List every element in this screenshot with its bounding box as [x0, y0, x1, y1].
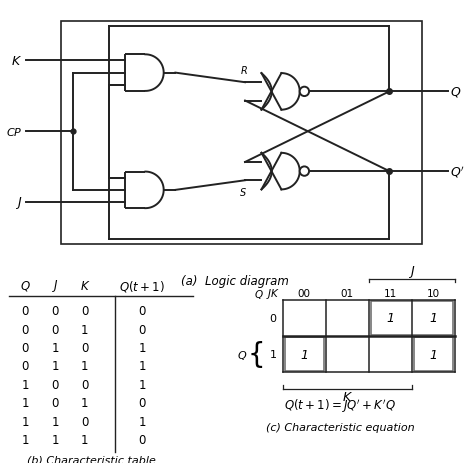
Text: $K$: $K$ [11, 55, 22, 68]
Text: 10: 10 [427, 288, 440, 299]
Text: $J$: $J$ [408, 264, 416, 280]
Text: 1: 1 [429, 312, 437, 325]
Text: (a)  Logic diagram: (a) Logic diagram [181, 275, 288, 288]
Text: 1: 1 [22, 433, 29, 446]
Bar [285, 338, 324, 371]
Text: $Q(t+1)$: $Q(t+1)$ [119, 278, 165, 293]
Text: 1: 1 [22, 396, 29, 409]
Text: 11: 11 [384, 288, 397, 299]
Bar [414, 338, 453, 371]
Text: $Q$: $Q$ [254, 287, 264, 300]
Bar [61, 22, 422, 244]
Text: 1: 1 [81, 433, 89, 446]
Text: 0: 0 [22, 360, 29, 373]
Text: $JK$: $JK$ [266, 287, 280, 300]
Text: (c) Characteristic equation: (c) Characteristic equation [266, 422, 415, 432]
Text: $K$: $K$ [80, 279, 90, 292]
Text: $Q'$: $Q'$ [450, 164, 465, 180]
Text: {: { [248, 340, 265, 369]
Text: 1: 1 [429, 348, 437, 361]
Text: 0: 0 [81, 378, 89, 391]
Text: 0: 0 [81, 305, 89, 318]
Text: $CP$: $CP$ [6, 126, 22, 138]
Text: $Q$: $Q$ [237, 348, 247, 361]
Text: $J$: $J$ [15, 194, 22, 211]
Text: 1: 1 [138, 378, 146, 391]
Text: $Q$: $Q$ [450, 85, 461, 99]
Text: 0: 0 [22, 341, 29, 354]
Text: 1: 1 [22, 415, 29, 428]
Text: 1: 1 [81, 360, 89, 373]
Text: 1: 1 [81, 396, 89, 409]
Text: $Q$: $Q$ [20, 279, 30, 293]
Text: 1: 1 [138, 341, 146, 354]
Text: 0: 0 [22, 323, 29, 336]
Text: 0: 0 [51, 378, 59, 391]
Text: 1: 1 [386, 312, 394, 325]
Circle shape [300, 167, 309, 176]
Text: 1: 1 [138, 415, 146, 428]
Text: 00: 00 [298, 288, 311, 299]
Text: 1: 1 [51, 341, 59, 354]
Text: 0: 0 [22, 305, 29, 318]
Text: 0: 0 [81, 341, 89, 354]
Bar [371, 301, 453, 335]
Text: 0: 0 [81, 415, 89, 428]
Text: 0: 0 [138, 433, 146, 446]
Text: 0: 0 [138, 305, 146, 318]
Text: 1: 1 [270, 350, 277, 359]
Text: 0: 0 [138, 323, 146, 336]
Text: 0: 0 [51, 305, 59, 318]
Text: $K$: $K$ [342, 390, 353, 403]
Text: 1: 1 [51, 415, 59, 428]
Text: 1: 1 [81, 323, 89, 336]
Text: 1: 1 [51, 360, 59, 373]
Circle shape [300, 88, 309, 97]
Text: 1: 1 [138, 360, 146, 373]
Text: 1: 1 [300, 348, 308, 361]
Text: 0: 0 [51, 396, 59, 409]
Text: 0: 0 [270, 313, 277, 323]
Text: $Q(t+1) = JQ' + K'Q$: $Q(t+1) = JQ' + K'Q$ [284, 396, 396, 414]
Text: 01: 01 [340, 288, 354, 299]
Text: 1: 1 [22, 378, 29, 391]
Text: 0: 0 [51, 323, 59, 336]
Text: $J$: $J$ [52, 278, 59, 294]
Text: 1: 1 [51, 433, 59, 446]
Text: R: R [240, 66, 247, 76]
Text: (b) Characteristic table: (b) Characteristic table [27, 454, 156, 463]
Text: 0: 0 [138, 396, 146, 409]
Text: S: S [240, 188, 247, 198]
